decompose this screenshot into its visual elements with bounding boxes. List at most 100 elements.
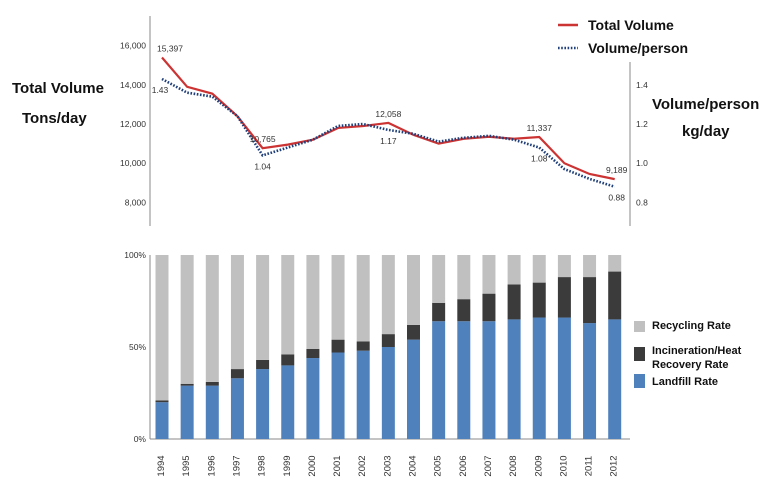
bar-recycling [230, 255, 244, 370]
data-label: 1.17 [380, 136, 397, 146]
bar-chart-axes: 100% 50% 0% 1994 1995 1996 1997 1998 1999 2000 200… [124, 250, 630, 477]
data-label: 10,765 [250, 134, 276, 144]
bar-recycling [381, 255, 395, 335]
legend-label-total-volume: Total Volume [588, 17, 674, 33]
line-chart-axes: 16,000 14,000 12,000 10,000 8,000 1.4 1.2 1.0 0.… [120, 16, 648, 226]
bar-landfill [532, 317, 546, 439]
x-tick-label: 2001 [332, 455, 343, 476]
bar-incineration [256, 359, 270, 370]
bar-recycling [407, 255, 420, 325]
bar-y-tick-label: 50% [129, 342, 146, 352]
bar-recycling [180, 255, 194, 384]
bar-landfill [180, 385, 194, 439]
x-tick-label: 1994 [156, 455, 167, 476]
bar-recycling [482, 255, 496, 294]
legend-swatch-incineration [634, 347, 645, 361]
bar-incineration [306, 348, 320, 359]
bar-y-tick-label: 0% [134, 434, 147, 444]
bar-recycling [583, 255, 597, 278]
x-tick-label: 1999 [282, 455, 293, 476]
bar-landfill [281, 365, 295, 439]
bar-landfill [482, 321, 496, 439]
bar-incineration [507, 284, 521, 320]
legend-label-incineration-line2: Recovery Rate [652, 359, 729, 371]
legend-swatch-landfill [634, 374, 645, 388]
bar-landfill [205, 385, 219, 439]
x-tick-label: 1997 [231, 455, 242, 476]
bar-landfill [457, 321, 471, 439]
x-tick-label: 2000 [307, 455, 318, 476]
left-tick-label: 14,000 [120, 80, 146, 90]
left-tick-label: 12,000 [120, 119, 146, 129]
right-tick-label: 1.0 [636, 158, 648, 168]
bar-incineration [432, 302, 446, 322]
bar-recycling [532, 255, 546, 283]
x-tick-label: 2010 [558, 455, 569, 476]
bar-y-tick-label: 100% [124, 250, 146, 260]
x-tick-label: 2002 [357, 455, 368, 476]
bar-recycling [331, 255, 345, 340]
data-label: 1.08 [531, 154, 548, 164]
x-tick-label: 2005 [433, 455, 444, 476]
bar-chart-bars [155, 255, 622, 439]
data-label: 12,058 [375, 109, 401, 119]
data-label: 15,397 [157, 43, 183, 53]
left-axis-title-line2: Tons/day [22, 110, 87, 127]
data-label: 1.04 [254, 161, 271, 171]
bar-incineration [205, 381, 219, 386]
bar-landfill [432, 321, 446, 439]
bar-landfill [230, 378, 244, 439]
bar-incineration [281, 354, 295, 366]
x-tick-label: 1998 [257, 455, 268, 476]
x-tick-label: 1995 [181, 455, 192, 476]
bar-landfill [557, 317, 571, 439]
bar-landfill [583, 323, 597, 439]
bar-incineration [608, 271, 622, 320]
bar-landfill [306, 358, 320, 439]
left-tick-label: 10,000 [120, 158, 146, 168]
bar-recycling [205, 255, 219, 382]
left-tick-label: 8,000 [125, 197, 147, 207]
bar-landfill [507, 319, 521, 439]
line-chart-legend: Total Volume Volume/person [558, 17, 688, 56]
x-tick-label: 2003 [382, 455, 393, 476]
x-tick-label: 2009 [533, 455, 544, 476]
bar-incineration [180, 383, 194, 386]
series-line-total-volume [161, 56, 615, 181]
line-chart-series: 15,397 10,765 12,058 11,337 9,189 1.43 1.04 1.1… [152, 43, 628, 202]
right-tick-label: 1.2 [636, 119, 648, 129]
legend-label-incineration-line1: Incineration/Heat [652, 345, 742, 357]
legend-label-volume-per-person: Volume/person [588, 40, 688, 56]
x-tick-label: 2006 [458, 455, 469, 476]
bar-incineration [482, 293, 496, 322]
data-label: 9,189 [606, 165, 628, 175]
x-tick-label: 1996 [206, 455, 217, 476]
bar-incineration [532, 282, 546, 318]
bar-recycling [507, 255, 521, 285]
bar-landfill [407, 339, 420, 439]
bar-recycling [608, 255, 622, 272]
bar-recycling [155, 255, 169, 401]
bar-recycling [306, 255, 320, 349]
bar-recycling [457, 255, 471, 300]
x-tick-label: 2008 [508, 455, 519, 476]
bar-incineration [356, 341, 370, 351]
x-tick-label: 2011 [584, 456, 595, 476]
bar-recycling [356, 255, 370, 342]
bar-landfill [381, 347, 395, 439]
bar-landfill [608, 319, 622, 439]
bar-incineration [557, 277, 571, 318]
left-axis-title-line1: Total Volume [12, 80, 104, 97]
legend-label-landfill: Landfill Rate [652, 376, 719, 388]
x-tick-label: 2007 [483, 455, 494, 476]
bar-landfill [356, 350, 370, 439]
bar-incineration [155, 400, 169, 403]
bar-incineration [331, 339, 345, 353]
legend-label-recycling: Recycling Rate [652, 320, 731, 332]
data-label: 0.88 [608, 193, 625, 203]
data-label: 1.43 [152, 85, 169, 95]
right-axis-title-line2: kg/day [682, 123, 730, 140]
left-tick-label: 16,000 [120, 41, 146, 51]
right-tick-label: 1.4 [636, 80, 648, 90]
